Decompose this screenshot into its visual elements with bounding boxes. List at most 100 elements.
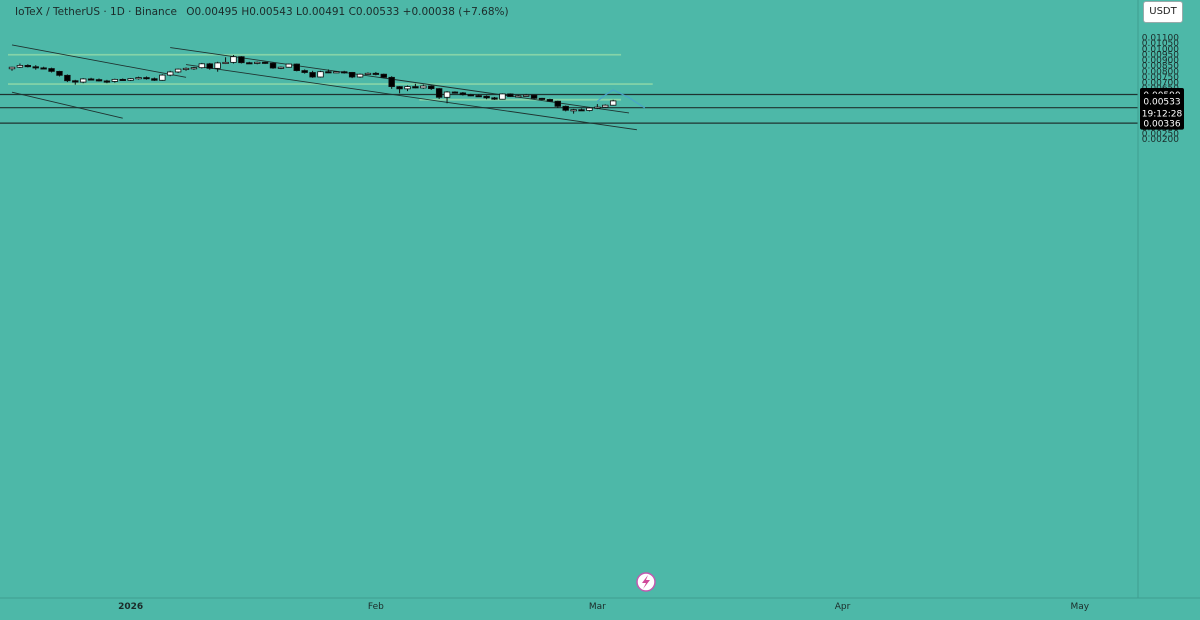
candle-down[interactable]: [538, 97, 546, 101]
trend-line[interactable]: [185, 64, 637, 131]
candle-down[interactable]: [554, 100, 561, 109]
candle-up[interactable]: [79, 78, 87, 84]
candle-down[interactable]: [483, 95, 490, 100]
candle-up[interactable]: [317, 70, 324, 78]
replay-icon[interactable]: [636, 572, 656, 592]
candle-up[interactable]: [214, 61, 221, 72]
trend-line[interactable]: [170, 47, 630, 114]
candle-down[interactable]: [412, 83, 419, 89]
candle-down[interactable]: [372, 71, 380, 76]
candle-down[interactable]: [56, 70, 63, 77]
candle-down[interactable]: [578, 108, 585, 112]
candle-down[interactable]: [261, 61, 269, 65]
candle-up[interactable]: [333, 71, 340, 74]
candle-up[interactable]: [190, 66, 198, 70]
candle-down[interactable]: [64, 74, 71, 83]
candle-down[interactable]: [428, 85, 435, 90]
candle-down[interactable]: [309, 70, 316, 78]
candle-down[interactable]: [459, 91, 467, 96]
candle-down[interactable]: [451, 91, 459, 94]
candle-down[interactable]: [72, 79, 79, 85]
currency-button[interactable]: USDT: [1143, 1, 1183, 23]
candle-up[interactable]: [609, 99, 617, 106]
time-axis[interactable]: 2026 Feb Mar Apr May: [118, 602, 1090, 612]
candle-up[interactable]: [356, 73, 364, 78]
candle-down[interactable]: [24, 64, 32, 68]
candle-body: [554, 100, 561, 107]
candle-down[interactable]: [530, 94, 538, 99]
candle-down[interactable]: [491, 96, 498, 100]
candle-body: [166, 71, 174, 76]
candle-up[interactable]: [230, 55, 237, 64]
interval[interactable]: 1D: [110, 6, 125, 18]
candle-down[interactable]: [435, 87, 443, 99]
trend-line[interactable]: [11, 44, 187, 78]
candle-down[interactable]: [475, 94, 482, 98]
candle-down[interactable]: [119, 78, 126, 81]
candle-up[interactable]: [127, 78, 134, 81]
candle-up[interactable]: [198, 62, 206, 69]
candle-up[interactable]: [111, 78, 119, 83]
candle-up[interactable]: [277, 66, 285, 70]
candle-up[interactable]: [159, 74, 166, 81]
candle-up[interactable]: [254, 61, 261, 65]
candle-down[interactable]: [40, 66, 47, 70]
candle-down[interactable]: [546, 98, 554, 102]
candle-down[interactable]: [103, 79, 111, 84]
candle-down[interactable]: [48, 67, 55, 73]
candle-down[interactable]: [238, 56, 245, 64]
candle-down[interactable]: [380, 73, 387, 79]
support-resistance-zone[interactable]: [8, 53, 622, 56]
candle-up[interactable]: [420, 84, 427, 89]
candle-up[interactable]: [174, 68, 182, 74]
candle-down[interactable]: [467, 93, 474, 97]
candle-down[interactable]: [562, 105, 569, 112]
candle-down[interactable]: [507, 93, 514, 97]
candle-down[interactable]: [325, 69, 332, 74]
candle-down[interactable]: [151, 77, 158, 81]
candle-down[interactable]: [87, 77, 95, 81]
candle-down[interactable]: [269, 62, 277, 69]
candle-up[interactable]: [404, 85, 411, 92]
candle-body: [135, 77, 142, 80]
symbol-name[interactable]: IoTeX / TetherUS: [15, 6, 101, 18]
candle-body: [56, 70, 63, 76]
candle-down[interactable]: [348, 71, 356, 79]
candle-up[interactable]: [8, 66, 16, 71]
candle-down[interactable]: [246, 61, 253, 65]
support-resistance-zone[interactable]: [8, 83, 653, 85]
price-tick-label: 0.00700: [1142, 79, 1179, 89]
projection-path[interactable]: [596, 89, 646, 109]
candle-up[interactable]: [515, 95, 522, 98]
candle-up[interactable]: [570, 108, 577, 114]
candle-up[interactable]: [166, 70, 174, 77]
price-tick-label: 0.00750: [1142, 73, 1179, 83]
candle-up[interactable]: [285, 63, 293, 68]
candle-up[interactable]: [586, 107, 593, 112]
candle-up[interactable]: [135, 76, 142, 80]
candle-up[interactable]: [364, 72, 372, 75]
candle-up[interactable]: [222, 57, 229, 65]
countdown-text: 19:12:28: [1142, 109, 1183, 119]
candle-up[interactable]: [594, 104, 601, 110]
candle-up[interactable]: [182, 67, 190, 71]
candle-down[interactable]: [206, 62, 213, 70]
candle-down[interactable]: [32, 65, 39, 70]
current-price-text: 0.00533: [1143, 97, 1180, 107]
candle-down[interactable]: [388, 76, 395, 89]
support-resistance-zone[interactable]: [419, 98, 622, 101]
candle-up[interactable]: [499, 93, 506, 100]
trend-line[interactable]: [11, 91, 123, 119]
candle-down[interactable]: [293, 63, 300, 72]
candle-down[interactable]: [301, 69, 308, 74]
candle-down[interactable]: [95, 78, 103, 82]
candle-up[interactable]: [602, 104, 609, 109]
candle-down[interactable]: [396, 86, 403, 94]
candle-up[interactable]: [16, 63, 24, 68]
candle-body: [277, 66, 285, 69]
candle-up[interactable]: [522, 93, 530, 97]
candle-down[interactable]: [341, 70, 348, 74]
candle-down[interactable]: [143, 76, 150, 80]
candle-up[interactable]: [443, 91, 451, 104]
